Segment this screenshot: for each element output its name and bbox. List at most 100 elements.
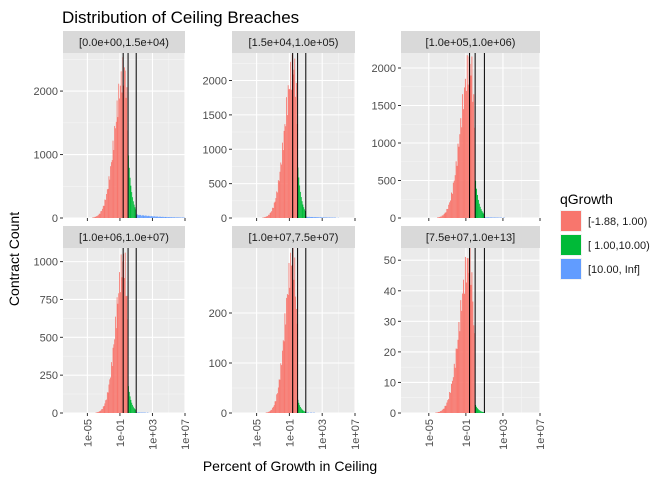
histogram-bar [288, 262, 290, 413]
histogram-bar [438, 217, 439, 218]
histogram-bar [171, 217, 173, 218]
histogram-bar [485, 217, 487, 218]
histogram-bar [130, 399, 132, 413]
histogram-bar [167, 217, 168, 218]
histogram-bar [452, 182, 454, 218]
histogram-bar [116, 297, 118, 413]
y-tick-label: 2000 [203, 76, 227, 88]
histogram-bar [112, 140, 114, 218]
histogram-bar [106, 399, 107, 413]
y-tick-label: 0 [221, 213, 227, 225]
histogram-bar [154, 216, 155, 218]
facet-panel: [1.0e+05,1.0e+06) 0 500 1000 1500 2000 [372, 31, 541, 225]
histogram-bar [445, 405, 447, 413]
legend-swatch [561, 235, 581, 255]
histogram-bar [473, 325, 475, 413]
histogram-bar [115, 316, 116, 413]
histogram-bar [448, 398, 450, 413]
histogram-bar [302, 410, 304, 413]
histogram-bar [451, 383, 452, 413]
histogram-bar [177, 217, 179, 218]
legend-swatch [561, 211, 581, 231]
histogram-bar [452, 377, 454, 413]
histogram-bar [437, 217, 439, 218]
histogram-bar [130, 185, 132, 218]
histogram-bar [101, 409, 103, 413]
histogram-bar [140, 214, 142, 218]
histogram-bar [170, 217, 172, 218]
histogram-bar [441, 410, 443, 413]
histogram-bar [152, 216, 154, 218]
x-tick-label: 1e-01 [284, 419, 296, 447]
histogram-bar [287, 85, 289, 218]
histogram-bar [134, 207, 136, 218]
histogram-bar [446, 402, 448, 413]
histogram-bar [487, 217, 489, 218]
histogram-bar [279, 379, 281, 413]
histogram-bar [318, 217, 320, 218]
histogram-bar [465, 282, 467, 413]
histogram-bar [124, 70, 126, 219]
histogram-bar [459, 331, 461, 413]
histogram-bar [288, 89, 290, 218]
histogram-bar [312, 217, 314, 218]
histogram-bar [295, 96, 296, 218]
histogram-bar [451, 192, 452, 218]
histogram-bar [470, 284, 472, 413]
histogram-bar [313, 217, 314, 218]
y-tick-label: 2000 [34, 86, 58, 98]
x-axis-title: Percent of Growth in Ceiling [203, 458, 377, 474]
histogram-bar [263, 217, 265, 218]
histogram-bar [467, 258, 469, 413]
histogram-bar [155, 216, 157, 218]
histogram-bar [102, 205, 104, 218]
histogram-bar [276, 191, 278, 218]
histogram-bar [490, 217, 492, 218]
histogram-bar [156, 216, 158, 218]
histogram-bar [163, 217, 165, 218]
x-tick-label: 1e-05 [424, 419, 436, 447]
histogram-bar [98, 411, 100, 413]
histogram-bar [118, 293, 120, 413]
histogram-bar [472, 101, 474, 218]
histogram-bar [282, 340, 284, 413]
histogram-bar [281, 365, 283, 413]
facet-strip [63, 31, 185, 53]
histogram-bar [453, 180, 455, 218]
histogram-bar [107, 188, 109, 218]
histogram-bar [179, 217, 181, 218]
histogram-bar [458, 146, 460, 218]
histogram-bar [110, 162, 112, 218]
histogram-bar [301, 201, 303, 218]
histogram-bar [317, 217, 319, 218]
histogram-bar [267, 412, 269, 413]
histogram-bar [304, 209, 305, 218]
histogram-bar [477, 409, 479, 413]
histogram-bar [289, 287, 291, 413]
histogram-bar [283, 130, 285, 218]
histogram-bar [309, 217, 311, 218]
histogram-bar [141, 215, 142, 218]
histogram-bar [129, 177, 131, 218]
histogram-bar [300, 406, 301, 413]
facet-strip-label: [1.5e+04,1.0e+05) [249, 37, 339, 49]
histogram-bar [294, 257, 296, 413]
histogram-bar [486, 217, 488, 218]
y-tick-label: 2000 [372, 63, 396, 75]
histogram-bar [323, 217, 325, 218]
histogram-bar [482, 411, 484, 413]
histogram-bar [284, 124, 286, 218]
histogram-bar [124, 252, 126, 413]
histogram-bar [294, 58, 296, 218]
histogram-bar [295, 308, 297, 413]
histogram-bar [476, 194, 478, 218]
histogram-bar [268, 411, 270, 413]
histogram-bar [438, 411, 439, 413]
y-tick-label: 1500 [372, 101, 396, 113]
x-tick-label: 1e+03 [317, 419, 329, 450]
histogram-bar [457, 339, 459, 413]
histogram-bar [99, 411, 101, 413]
histogram-bar [150, 216, 152, 218]
histogram-bar [450, 392, 452, 413]
y-tick-label: 0 [390, 213, 396, 225]
